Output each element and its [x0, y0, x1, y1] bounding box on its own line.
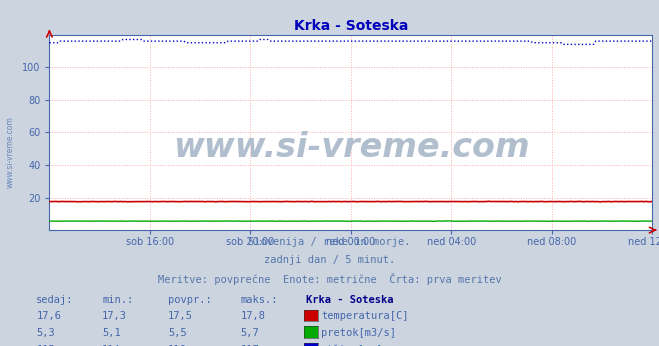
Text: pretok[m3/s]: pretok[m3/s] [321, 328, 396, 338]
Text: 5,7: 5,7 [241, 328, 259, 338]
Text: www.si-vreme.com: www.si-vreme.com [173, 131, 529, 164]
Text: 17,6: 17,6 [36, 311, 61, 321]
Text: maks.:: maks.: [241, 295, 278, 305]
Text: 5,3: 5,3 [36, 328, 55, 338]
Text: 17,8: 17,8 [241, 311, 266, 321]
Text: Meritve: povprečne  Enote: metrične  Črta: prva meritev: Meritve: povprečne Enote: metrične Črta:… [158, 273, 501, 285]
Text: Krka - Soteska: Krka - Soteska [306, 295, 394, 305]
Text: min.:: min.: [102, 295, 133, 305]
Text: 116: 116 [168, 345, 186, 346]
Text: 114: 114 [102, 345, 121, 346]
Text: 117: 117 [241, 345, 259, 346]
Text: višina[cm]: višina[cm] [321, 345, 384, 346]
Title: Krka - Soteska: Krka - Soteska [294, 19, 408, 34]
Text: 115: 115 [36, 345, 55, 346]
Text: zadnji dan / 5 minut.: zadnji dan / 5 minut. [264, 255, 395, 265]
Text: povpr.:: povpr.: [168, 295, 212, 305]
Text: 17,3: 17,3 [102, 311, 127, 321]
Text: temperatura[C]: temperatura[C] [321, 311, 409, 321]
Text: www.si-vreme.com: www.si-vreme.com [5, 116, 14, 188]
Text: 17,5: 17,5 [168, 311, 193, 321]
Text: sedaj:: sedaj: [36, 295, 74, 305]
Text: Slovenija / reke in morje.: Slovenija / reke in morje. [248, 237, 411, 247]
Text: 5,5: 5,5 [168, 328, 186, 338]
Text: 5,1: 5,1 [102, 328, 121, 338]
